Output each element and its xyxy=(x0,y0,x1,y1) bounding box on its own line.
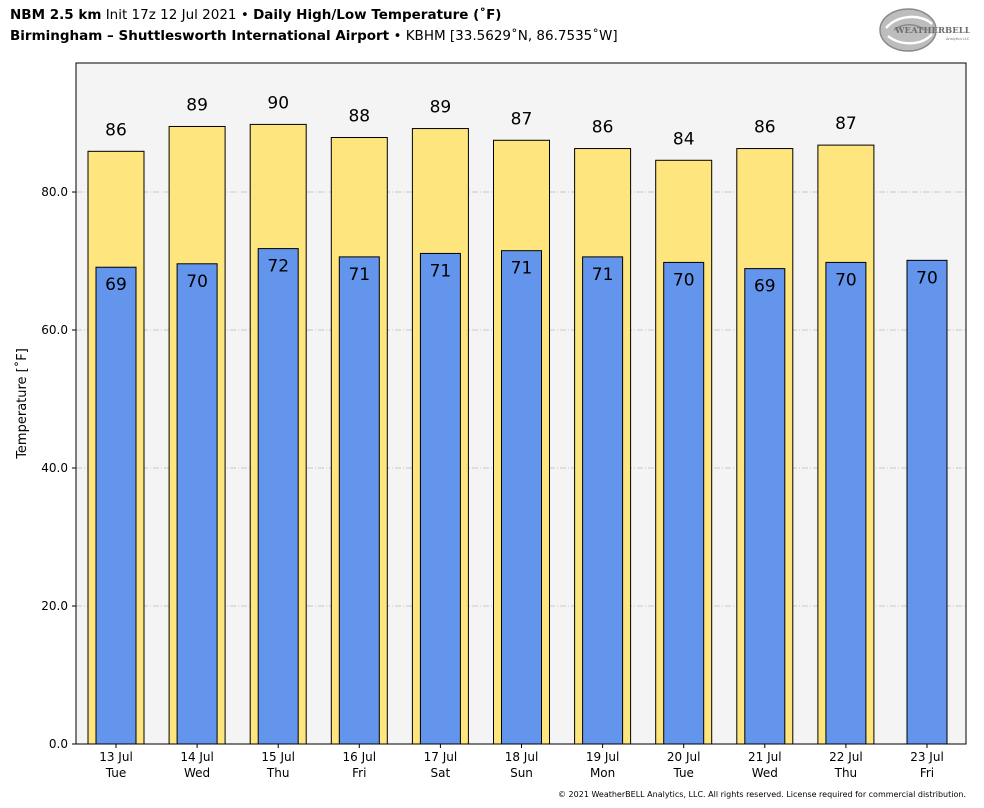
high-temp-label: 86 xyxy=(105,120,127,140)
low-temp-label: 71 xyxy=(592,265,614,285)
high-temp-label: 86 xyxy=(592,118,614,138)
x-tick-day: Thu xyxy=(266,766,290,780)
x-tick-day: Sat xyxy=(431,766,451,780)
low-temp-bar xyxy=(95,266,137,745)
logo-text: WEATHERBELL xyxy=(894,26,970,36)
chart-header: NBM 2.5 km Init 17z 12 Jul 2021 • Daily … xyxy=(10,5,618,47)
low-temp-label: 71 xyxy=(348,265,370,285)
high-temp-label: 86 xyxy=(754,118,776,138)
x-tick-date: 15 Jul xyxy=(261,750,295,764)
x-tick-day: Tue xyxy=(672,766,694,780)
x-tick-date: 21 Jul xyxy=(748,750,782,764)
low-temp-label: 72 xyxy=(267,257,289,277)
x-tick-date: 23 Jul xyxy=(910,750,944,764)
low-temp-label: 71 xyxy=(511,259,533,279)
high-temp-label: 89 xyxy=(430,98,452,118)
low-temp-label: 70 xyxy=(673,270,695,290)
x-tick-day: Wed xyxy=(184,766,210,780)
low-temp-label: 70 xyxy=(186,272,208,292)
low-temp-bar xyxy=(176,263,218,745)
station-info: KBHM [33.5629˚N, 86.7535˚W] xyxy=(405,28,618,44)
x-tick-day: Wed xyxy=(752,766,778,780)
y-axis-label: Temperature [˚F] xyxy=(14,348,30,460)
high-temp-label: 89 xyxy=(186,95,208,115)
low-temp-bar xyxy=(825,261,867,745)
x-tick-day: Mon xyxy=(590,766,615,780)
init-time: Init 17z 12 Jul 2021 xyxy=(105,7,237,23)
low-temp-bar xyxy=(338,256,380,745)
high-temp-label: 88 xyxy=(348,107,370,127)
high-temp-label: 87 xyxy=(511,109,533,129)
logo-subtext: Analytics LLC xyxy=(946,37,970,41)
x-tick-date: 18 Jul xyxy=(505,750,539,764)
weatherbell-logo: WEATHERBELL Analytics LLC xyxy=(878,6,971,54)
low-temp-bar xyxy=(419,252,461,745)
separator-dot: • xyxy=(240,7,249,23)
x-tick-day: Fri xyxy=(920,766,934,780)
weatherbell-swirl-logo-icon: WEATHERBELL Analytics LLC xyxy=(879,8,971,52)
plot-frame xyxy=(75,62,967,745)
y-tick-label: 0.0 xyxy=(49,737,68,751)
header-line-2: Birmingham – Shuttlesworth International… xyxy=(10,26,618,47)
low-temp-bar xyxy=(906,259,948,745)
header-line-1: NBM 2.5 km Init 17z 12 Jul 2021 • Daily … xyxy=(10,5,618,26)
copyright-notice: © 2021 WeatherBELL Analytics, LLC. All r… xyxy=(558,790,966,799)
x-tick-date: 13 Jul xyxy=(99,750,133,764)
x-tick-date: 16 Jul xyxy=(343,750,377,764)
low-temp-bar xyxy=(663,261,705,745)
low-temp-bar xyxy=(744,268,786,745)
x-tick-day: Thu xyxy=(834,766,858,780)
separator-dot: • xyxy=(393,28,402,44)
y-tick-label: 20.0 xyxy=(41,599,68,613)
low-temp-bar xyxy=(582,256,624,745)
product-name: Daily High/Low Temperature (˚F) xyxy=(253,7,502,23)
x-tick-day: Sun xyxy=(510,766,533,780)
low-temp-label: 70 xyxy=(835,270,857,290)
low-temp-bar xyxy=(257,248,299,745)
low-temp-label: 70 xyxy=(916,268,938,288)
model-name: NBM 2.5 km xyxy=(10,7,102,23)
x-tick-date: 20 Jul xyxy=(667,750,701,764)
y-tick-label: 40.0 xyxy=(41,461,68,475)
y-tick-label: 80.0 xyxy=(41,185,68,199)
low-temp-label: 71 xyxy=(430,261,452,281)
low-temp-bar xyxy=(501,250,542,745)
high-temp-label: 84 xyxy=(673,129,695,149)
x-tick-day: Tue xyxy=(105,766,127,780)
low-temp-label: 69 xyxy=(754,277,776,297)
high-temp-label: 90 xyxy=(267,93,289,113)
x-tick-date: 19 Jul xyxy=(586,750,620,764)
x-tick-day: Fri xyxy=(352,766,366,780)
high-temp-label: 87 xyxy=(835,114,857,134)
x-tick-date: 22 Jul xyxy=(829,750,863,764)
y-tick-label: 60.0 xyxy=(41,323,68,337)
x-tick-date: 14 Jul xyxy=(180,750,214,764)
x-tick-date: 17 Jul xyxy=(424,750,458,764)
location-name: Birmingham – Shuttlesworth International… xyxy=(10,28,390,44)
low-temp-label: 69 xyxy=(105,275,127,295)
